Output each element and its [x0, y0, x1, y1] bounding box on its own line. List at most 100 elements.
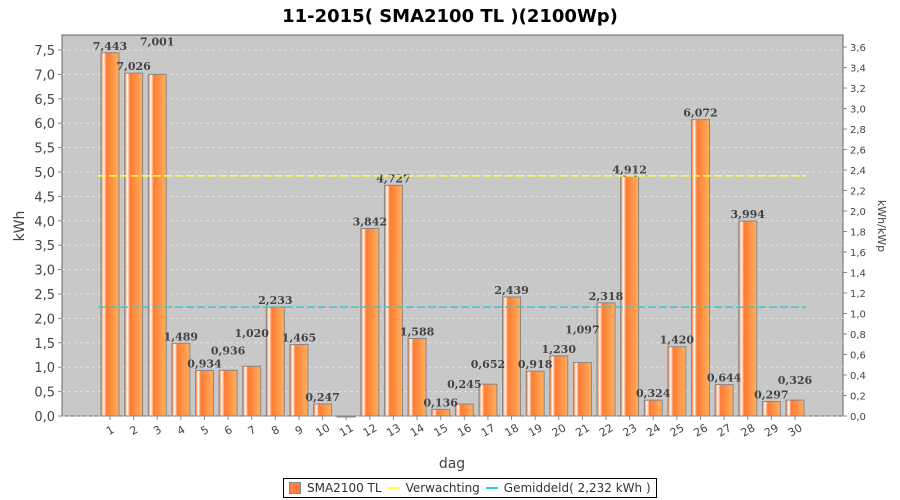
- bar: [194, 369, 214, 417]
- x-tick-label: 17: [479, 421, 498, 439]
- bar: [738, 220, 758, 417]
- bar-label: 0,934: [187, 357, 222, 370]
- bar: [431, 408, 451, 417]
- bar-label: 7,026: [116, 60, 151, 73]
- bar: [667, 346, 687, 417]
- x-tick-label: 14: [408, 421, 427, 439]
- y2-tick-label: 0,0: [850, 412, 866, 423]
- bar: [147, 73, 167, 417]
- x-tick-label: 27: [715, 421, 734, 439]
- y-tick-label: 2,0: [34, 312, 55, 327]
- y-tick-label: 0,5: [34, 386, 55, 401]
- bar-label: 4,727: [376, 172, 410, 185]
- y2-tick-label: 0,2: [850, 392, 866, 403]
- bar: [360, 228, 380, 417]
- bar-label: 0,247: [305, 391, 339, 404]
- bar: [643, 399, 663, 417]
- y-tick-label: 6,0: [34, 117, 55, 132]
- bar: [242, 365, 262, 417]
- y-tick-label: 2,5: [34, 288, 55, 303]
- legend-swatch-average: [485, 487, 498, 489]
- y2-tick-label: 0,8: [850, 330, 866, 341]
- y2-tick-label: 1,6: [850, 248, 866, 259]
- bar-label: 0,245: [447, 378, 481, 391]
- y-tick-label: 4,5: [34, 190, 55, 205]
- y-tick-label: 1,5: [34, 337, 55, 352]
- bar-label: 0,324: [636, 387, 671, 400]
- y-tick-label: 5,5: [34, 142, 55, 157]
- y-tick-label: 7,0: [34, 68, 55, 83]
- x-tick-label: 28: [739, 421, 758, 439]
- y2-tick-label: 2,8: [850, 125, 866, 136]
- y2-tick-label: 2,6: [850, 146, 866, 157]
- bar-label: 0,652: [471, 358, 505, 371]
- x-tick-label: 5: [198, 423, 211, 438]
- y2-tick-label: 2,0: [850, 207, 866, 218]
- bar-label: 1,489: [164, 330, 198, 343]
- legend-swatch-expected: [387, 487, 400, 489]
- bar: [620, 175, 640, 417]
- x-tick-label: 9: [293, 423, 306, 438]
- x-tick-label: 12: [361, 421, 380, 439]
- y2-tick-label: 2,4: [850, 166, 866, 177]
- y2-tick-label: 2,2: [850, 187, 866, 198]
- bar: [761, 401, 781, 417]
- y2-tick-label: 0,6: [850, 351, 866, 362]
- y2-tick-label: 3,4: [850, 64, 866, 75]
- bar: [171, 342, 191, 417]
- bar-label: 3,842: [353, 216, 387, 229]
- bar: [596, 302, 616, 417]
- bar: [714, 384, 734, 417]
- x-tick-label: 25: [668, 421, 687, 439]
- y-tick-label: 3,5: [34, 239, 55, 254]
- x-tick-label: 23: [621, 421, 640, 439]
- bar-label: 1,230: [542, 343, 577, 356]
- y-tick-label: 3,0: [34, 264, 55, 279]
- bar-label: 1,465: [282, 332, 316, 345]
- x-tick-label: 7: [246, 423, 259, 438]
- bar-label: 1,020: [234, 327, 269, 340]
- legend: SMA2100 TL Verwachting Gemiddeld( 2,232 …: [283, 478, 657, 498]
- x-tick-label: 21: [573, 421, 592, 439]
- x-tick-label: 1: [104, 423, 117, 438]
- x-tick-label: 15: [432, 421, 451, 439]
- bar-label: 3,994: [731, 208, 766, 221]
- x-tick-label: 22: [597, 421, 616, 439]
- y-tick-label: 6,5: [34, 93, 55, 108]
- bar-label: 7,001: [140, 35, 174, 48]
- bar-label: 7,443: [93, 40, 127, 53]
- x-tick-label: 4: [175, 423, 188, 438]
- bar-label: 2,439: [494, 284, 528, 297]
- bar: [549, 355, 569, 417]
- bar: [265, 306, 285, 417]
- y-tick-label: 0,0: [34, 410, 55, 425]
- bar-label: 4,912: [612, 163, 646, 176]
- bar-label: 0,297: [754, 389, 788, 402]
- bar: [478, 383, 498, 417]
- y2-axis-label: kWh/kWp: [875, 200, 888, 252]
- x-tick-label: 11: [337, 421, 356, 439]
- x-tick-label: 19: [526, 421, 545, 439]
- bar: [218, 369, 238, 417]
- x-tick-label: 18: [502, 421, 521, 439]
- x-tick-label: 8: [269, 423, 282, 438]
- bar-label: 0,936: [211, 344, 246, 357]
- legend-swatch-series: [289, 482, 301, 494]
- y-axis-label: kWh: [12, 211, 28, 242]
- legend-series: SMA2100 TL: [307, 481, 382, 495]
- y-tick-label: 7,5: [34, 44, 55, 59]
- y2-tick-label: 1,8: [850, 228, 866, 239]
- x-tick-label: 26: [691, 421, 710, 439]
- bar-label: 0,136: [423, 396, 458, 409]
- bar: [124, 72, 144, 417]
- x-tick-label: 24: [644, 421, 663, 439]
- bar-label: 2,318: [589, 290, 624, 303]
- legend-expected: Verwachting: [405, 481, 480, 495]
- bar-label: 0,644: [707, 372, 742, 385]
- x-tick-label: 20: [550, 421, 569, 439]
- y2-tick-label: 3,2: [850, 84, 866, 95]
- x-tick-label: 13: [384, 421, 403, 439]
- bar-label: 2,233: [258, 294, 292, 307]
- bar: [100, 52, 120, 417]
- x-tick-label: 10: [314, 421, 333, 439]
